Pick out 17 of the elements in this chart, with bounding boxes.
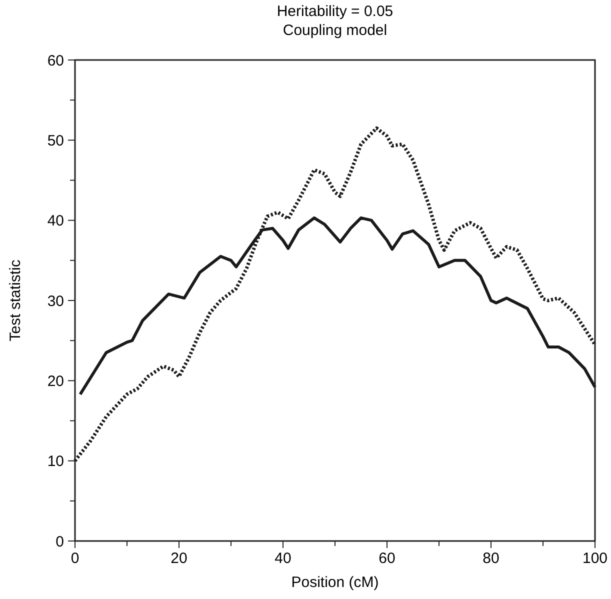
- y-tick-label: 60: [47, 52, 64, 70]
- x-tick-label: 80: [482, 550, 500, 567]
- chart-subtitle: Coupling model: [282, 22, 388, 39]
- x-tick-label: 100: [582, 550, 608, 567]
- y-tick-label: 50: [47, 132, 64, 150]
- x-tick-label: 60: [378, 550, 396, 567]
- y-tick-label: 40: [47, 212, 64, 230]
- y-tick-label: 10: [47, 453, 64, 470]
- x-tick-label: 0: [70, 550, 80, 567]
- y-tick-label: 30: [47, 292, 64, 310]
- y-axis-title: Test statistic: [7, 259, 24, 342]
- chart-title: Heritability = 0.05: [276, 3, 394, 20]
- x-tick-label: 40: [274, 550, 292, 567]
- x-axis-title: Position (cM): [291, 574, 379, 591]
- y-tick-label: 0: [56, 533, 64, 550]
- x-tick-label: 20: [170, 550, 188, 567]
- y-tick-label: 20: [47, 372, 64, 390]
